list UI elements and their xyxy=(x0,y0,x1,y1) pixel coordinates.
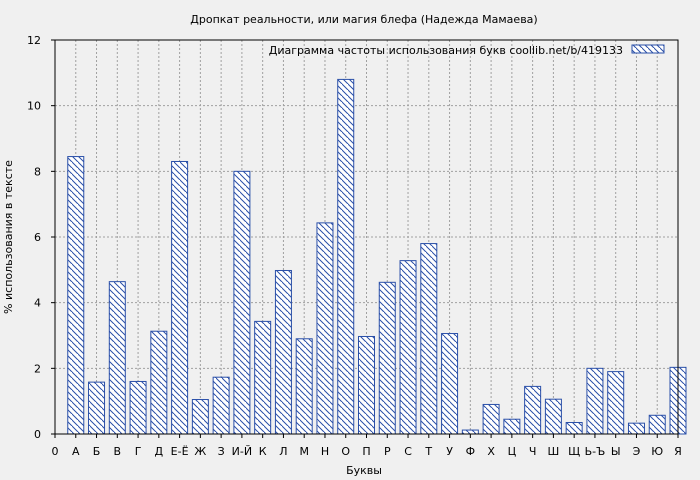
bar xyxy=(88,381,106,435)
bar xyxy=(254,320,272,435)
bar xyxy=(544,398,562,435)
x-tick-label: В xyxy=(114,445,122,458)
bar xyxy=(441,333,459,435)
x-tick-label: И-Й xyxy=(232,445,252,458)
y-tick-label: 0 xyxy=(34,428,41,441)
bars xyxy=(67,78,687,435)
bar xyxy=(648,414,666,435)
x-tick-label: Х xyxy=(487,445,495,458)
x-tick-label: Ь-Ъ xyxy=(585,445,606,458)
y-tick-label: 10 xyxy=(27,100,41,113)
bar xyxy=(171,160,189,435)
bar xyxy=(358,335,375,435)
bar xyxy=(108,281,126,435)
x-tick-label: П xyxy=(362,445,370,458)
chart-title: Дропкат реальности, или магия блефа (Над… xyxy=(190,13,537,26)
x-tick-label: Щ xyxy=(568,445,580,458)
x-tick-label: Ц xyxy=(508,445,517,458)
x-tick-label: Н xyxy=(321,445,329,458)
y-ticks: 0 2 4 6 8 10 12 xyxy=(27,34,55,441)
bar xyxy=(399,260,417,435)
y-tick-label: 8 xyxy=(34,165,41,178)
bar xyxy=(524,385,542,435)
y-tick-label: 2 xyxy=(34,362,41,375)
bar xyxy=(274,269,292,435)
bar xyxy=(607,371,625,435)
bar xyxy=(233,170,251,435)
y-axis-label: % использования в тексте xyxy=(2,160,15,314)
bar xyxy=(378,281,396,435)
x-tick-label: Я xyxy=(674,445,682,458)
x-tick-label: Л xyxy=(279,445,287,458)
x-tick-label: Р xyxy=(384,445,391,458)
bar xyxy=(503,418,521,435)
x-tick-label: С xyxy=(404,445,412,458)
x-tick-label: Ю xyxy=(651,445,663,458)
bar xyxy=(67,156,85,435)
x-axis-label: Буквы xyxy=(346,464,382,477)
x-tick-label: Ж xyxy=(194,445,206,458)
x-tick-label: О xyxy=(341,445,350,458)
x-tick-label: Ч xyxy=(529,445,537,458)
y-tick-label: 12 xyxy=(27,34,41,47)
x-tick-label: Е-Ё xyxy=(171,445,189,458)
legend-label: Диаграмма частоты использования букв coo… xyxy=(269,44,623,57)
legend-swatch xyxy=(631,44,665,54)
y-tick-label: 4 xyxy=(34,297,41,310)
x-tick-label: З xyxy=(218,445,225,458)
bar xyxy=(420,243,438,435)
bar xyxy=(565,422,583,435)
bar xyxy=(212,376,230,435)
x-tick-label: Э xyxy=(633,445,641,458)
bar xyxy=(586,367,604,435)
y-tick-label: 6 xyxy=(34,231,41,244)
x-tick-label: Ы xyxy=(611,445,621,458)
x-tick-label: А xyxy=(72,445,80,458)
bar xyxy=(461,429,479,435)
x-tick-label: Д xyxy=(155,445,164,458)
x-tick-label: Б xyxy=(93,445,101,458)
bar xyxy=(129,380,147,435)
x-ticks: 0 А Б В Г Д Е-Ё Ж З И-Й К Л М Н О П Р С Т У Ф Х Ц Ч Ш Щ Ь-Ъ Ы Э Ю Я xyxy=(52,434,682,458)
x-tick-label: Т xyxy=(424,445,432,458)
x-tick-label: М xyxy=(299,445,309,458)
x-tick-label: Ш xyxy=(548,445,560,458)
bar xyxy=(627,422,645,435)
bar xyxy=(337,78,355,435)
x-tick-label: У xyxy=(446,445,453,458)
x-tick-label: 0 xyxy=(52,445,59,458)
legend: Диаграмма частоты использования букв coo… xyxy=(269,44,665,57)
bar xyxy=(191,399,209,435)
x-tick-label: К xyxy=(259,445,267,458)
bar xyxy=(316,222,334,435)
x-tick-label: Ф xyxy=(466,445,475,458)
bar xyxy=(150,330,168,435)
x-tick-label: Г xyxy=(135,445,142,458)
bar xyxy=(482,403,500,435)
bar xyxy=(295,338,313,435)
